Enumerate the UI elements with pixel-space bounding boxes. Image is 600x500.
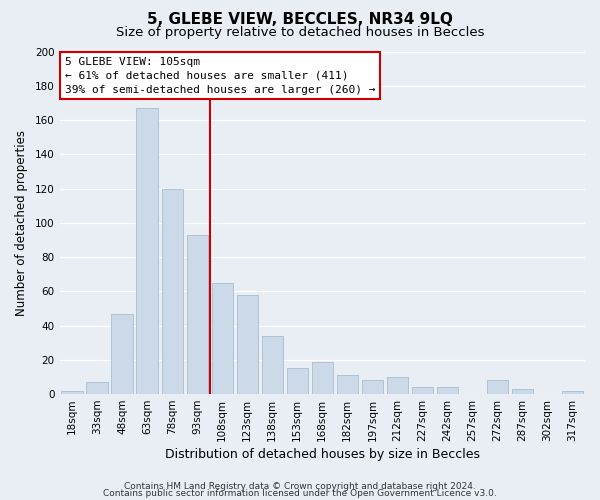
Bar xyxy=(112,314,133,394)
Bar xyxy=(262,336,283,394)
Bar xyxy=(387,377,408,394)
Text: Contains public sector information licensed under the Open Government Licence v3: Contains public sector information licen… xyxy=(103,489,497,498)
Bar xyxy=(187,235,208,394)
Bar xyxy=(437,387,458,394)
Text: 5, GLEBE VIEW, BECCLES, NR34 9LQ: 5, GLEBE VIEW, BECCLES, NR34 9LQ xyxy=(147,12,453,28)
Bar xyxy=(337,375,358,394)
Bar xyxy=(311,362,333,394)
Bar xyxy=(512,389,533,394)
Bar xyxy=(562,390,583,394)
Bar xyxy=(161,188,183,394)
Bar xyxy=(487,380,508,394)
Bar xyxy=(412,387,433,394)
Text: Size of property relative to detached houses in Beccles: Size of property relative to detached ho… xyxy=(116,26,484,39)
Bar xyxy=(86,382,108,394)
Y-axis label: Number of detached properties: Number of detached properties xyxy=(15,130,28,316)
Bar xyxy=(287,368,308,394)
Text: Contains HM Land Registry data © Crown copyright and database right 2024.: Contains HM Land Registry data © Crown c… xyxy=(124,482,476,491)
Bar xyxy=(61,390,83,394)
Bar xyxy=(136,108,158,394)
Bar xyxy=(362,380,383,394)
X-axis label: Distribution of detached houses by size in Beccles: Distribution of detached houses by size … xyxy=(165,448,480,461)
Bar xyxy=(212,282,233,394)
Text: 5 GLEBE VIEW: 105sqm
← 61% of detached houses are smaller (411)
39% of semi-deta: 5 GLEBE VIEW: 105sqm ← 61% of detached h… xyxy=(65,56,376,94)
Bar xyxy=(236,294,258,394)
